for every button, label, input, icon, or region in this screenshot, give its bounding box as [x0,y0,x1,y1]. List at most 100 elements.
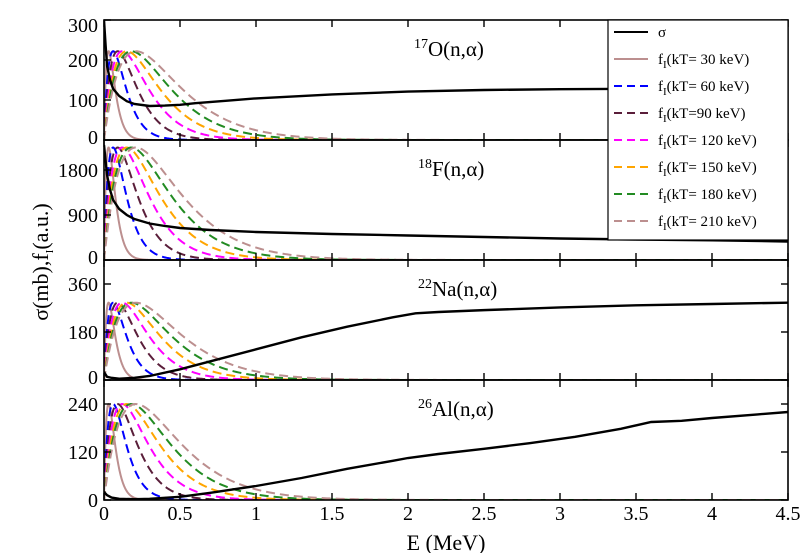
legend-label-text: (kT=90 keV) [667,106,746,122]
sigma-curve [104,410,788,500]
legend-label-symbol: f [658,133,663,149]
flux-curve-kT-120 [104,403,788,500]
x-tick-label: 4 [707,503,717,525]
legend-label-symbol: f [658,52,663,68]
y-tick-label: 0 [88,247,98,269]
x-tick-label: 0 [99,503,109,525]
y-tick-label: 200 [68,50,98,72]
legend-label-symbol: f [658,187,663,203]
legend-label-text: (kT= 180 keV) [667,187,757,203]
flux-curve-kT-60 [104,146,788,260]
legend-label-sub: I [663,221,667,233]
flux-curve-kT-60 [104,301,788,380]
panel-label: 22Na(n,α) [418,277,497,301]
legend-label-symbol: f [658,214,663,230]
x-tick-label: 0.5 [168,503,193,525]
sigma-curve [104,301,788,380]
y-tick-label: 300 [68,15,98,37]
legend-box [607,19,789,241]
legend-label-sub: I [663,86,667,98]
legend-label: fI(kT= 60 keV) [658,79,749,98]
legend-label: fI(kT= 120 keV) [658,133,757,152]
legend-label-text: (kT= 60 keV) [667,79,750,95]
panel-label: 26Al(n,α) [418,397,494,421]
panel-label-mass: 26 [418,397,432,412]
y-tick-label: 1800 [58,160,98,182]
legend-item: fI(kT=90 keV) [614,106,746,125]
legend-item: fI(kT= 60 keV) [614,79,749,98]
y-tick-label: 0 [88,127,98,149]
legend-item: fI(kT= 30 keV) [614,52,749,71]
y-tick-label: 900 [68,205,98,227]
legend-label-symbol: f [658,106,663,122]
sigma-curve [104,144,788,243]
legend-label-text: (kT= 30 keV) [667,52,750,68]
flux-curve-kT-30 [104,301,788,380]
panel-plot-area [104,301,788,380]
panel-4: 0 120 240 26Al(n,α) [68,379,789,512]
legend-item: σ [614,25,666,41]
legend-label-symbol: σ [658,25,666,41]
legend-item: fI(kT= 210 keV) [614,214,757,233]
legend-label: σ [658,25,666,41]
y-axis-title-main: σ(mb),f [28,253,53,321]
legend-label-symbol: f [658,160,663,176]
x-tick-label: 3.5 [624,503,649,525]
panel-label: 17O(n,α) [414,37,484,61]
legend-item: fI(kT= 180 keV) [614,187,757,206]
x-tick-label: 4.5 [776,503,801,525]
x-tick-label: 1.5 [320,503,345,525]
panel-label-mass: 22 [418,277,432,292]
legend-label: fI(kT=90 keV) [658,106,746,125]
legend-label-sub: I [663,59,667,71]
legend-label: fI(kT= 30 keV) [658,52,749,71]
y-axis-title-sub: I [44,249,56,253]
x-tick-label: 2.5 [472,503,497,525]
x-tick-label: 3 [555,503,565,525]
legend-label-symbol: f [658,79,663,95]
flux-curve-kT-210 [104,146,788,260]
panel-label: 18F(n,α) [418,157,484,181]
legend-label-sub: I [663,113,667,125]
legend-item: fI(kT= 150 keV) [614,160,757,179]
panel-label-reaction: O(n,α) [428,37,484,61]
flux-curve-kT-180 [104,301,788,380]
x-axis-title: E (MeV) [407,530,486,553]
panel-frame [103,379,789,501]
legend-label-sub: I [663,140,667,152]
legend-item: fI(kT= 120 keV) [614,133,757,152]
panel-label-mass: 18 [418,157,432,172]
y-tick-label: 0 [88,490,98,512]
y-tick-label: 360 [68,274,98,296]
legend-label-text: (kT= 150 keV) [667,160,757,176]
y-axis-title: σ(mb),fI(a.u.) [28,203,56,321]
legend: σfI(kT= 30 keV)fI(kT= 60 keV)fI(kT=90 ke… [607,19,789,241]
y-tick-label: 0 [88,367,98,389]
flux-curve-kT-90 [104,301,788,380]
panel-label-reaction: Al(n,α) [432,397,494,421]
y-tick-label: 180 [68,322,98,344]
panel-label-reaction: F(n,α) [432,157,484,181]
panel-label-reaction: Na(n,α) [432,277,497,301]
y-tick-label: 240 [68,394,98,416]
flux-curve-kT-120 [104,301,788,380]
legend-label-sub: I [663,167,667,179]
legend-label: fI(kT= 210 keV) [658,214,757,233]
legend-label-text: (kT= 120 keV) [667,133,757,149]
legend-label-text: (kT= 210 keV) [667,214,757,230]
panel-label-mass: 17 [414,37,428,52]
panel-3: 0 180 360 22Na(n,α) [68,259,789,389]
x-tick-label: 2 [403,503,413,525]
legend-label: fI(kT= 150 keV) [658,160,757,179]
sigma-curve [104,20,788,108]
x-tick-label: 1 [251,503,261,525]
flux-curve-kT-150 [104,301,788,380]
legend-label: fI(kT= 180 keV) [658,187,757,206]
y-axis-title-unit: (a.u.) [28,203,53,249]
flux-curve-kT-210 [104,301,788,380]
y-tick-label: 120 [68,442,98,464]
flux-curve-kT-120 [104,50,788,140]
legend-label-sub: I [663,194,667,206]
